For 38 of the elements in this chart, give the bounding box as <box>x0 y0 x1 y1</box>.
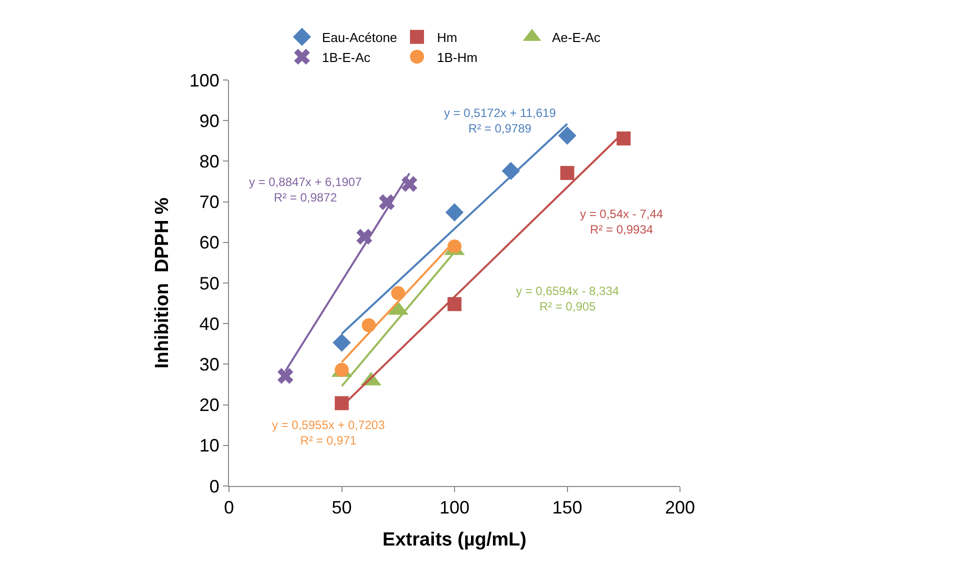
x-tick-label: 0 <box>224 498 234 518</box>
y-tick-label: 70 <box>199 192 220 212</box>
legend-label: Ae-E-Ac <box>552 30 601 45</box>
y-tick-label: 40 <box>199 314 220 334</box>
y-tick-label: 20 <box>199 395 220 416</box>
y-tick-label: 60 <box>199 232 220 253</box>
annotation: y = 0,5955x + 0,7203 R² = 0,971 <box>272 418 386 448</box>
y-tick-label: 80 <box>199 152 220 172</box>
point <box>391 286 406 300</box>
point <box>560 166 574 180</box>
x-tick-label: 100 <box>439 498 470 518</box>
annotation: y = 0,8847x + 6,1907 R² = 0,9872 <box>249 175 362 205</box>
y-tick-label: 0 <box>209 476 220 496</box>
x-axis-title: Extraits (µg/mL) <box>382 529 526 550</box>
annotation: y = 0,6594x - 8,334 R² = 0,905 <box>516 284 620 314</box>
y-tick-label: 90 <box>199 110 220 131</box>
x-tick-label: 150 <box>552 498 582 518</box>
annotation: y = 0,5172x + 11,619 R² = 0,9789 <box>444 106 556 136</box>
point <box>616 131 631 146</box>
point <box>332 334 351 352</box>
legend-label: Eau-Acétone <box>322 30 398 45</box>
y-tick-label: 100 <box>189 70 220 90</box>
annotation: y = 0,54x - 7,44 R² = 0,9934 <box>580 207 664 237</box>
point <box>277 368 294 384</box>
point <box>334 362 349 377</box>
y-axis-title: Inhibition DPPH % <box>152 197 174 368</box>
point <box>558 126 576 145</box>
point <box>401 176 418 192</box>
y-tick-label: 10 <box>199 436 220 456</box>
x-tick-label: 200 <box>664 498 696 518</box>
x-tick-label: 50 <box>332 498 352 518</box>
legend-label: Hm <box>437 30 458 45</box>
legend-label: 1B-Hm <box>437 50 478 65</box>
legend-label: 1B-E-Ac <box>322 50 371 65</box>
y-tick-label: 50 <box>199 273 220 294</box>
y-tick-label: 30 <box>199 354 220 374</box>
point <box>445 203 464 222</box>
point <box>448 297 462 312</box>
